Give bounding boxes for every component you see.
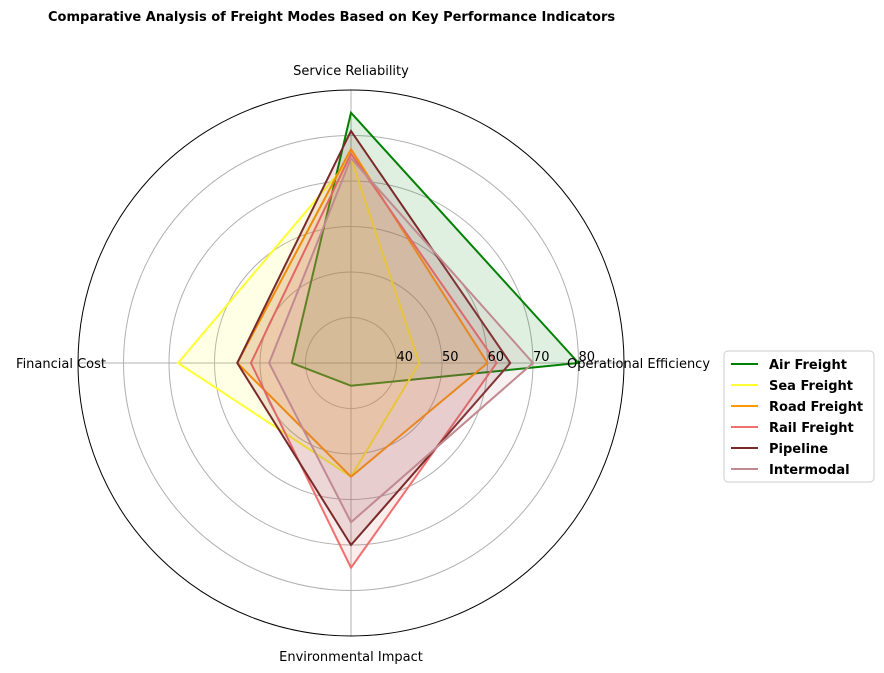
legend: Air Freight Sea Freight Road Freight Rail F… [723,350,875,483]
chart-title: Comparative Analysis of Freight Modes Ba… [48,10,615,25]
axis-labels: Operational Efficiency Service Reliabilit… [16,64,710,665]
series-line [268,156,535,524]
radial-tick-labels: 40 50 60 70 80 [397,350,596,365]
tick-label: 70 [533,350,550,365]
axis-label: Operational Efficiency [567,357,710,372]
tick-label: 40 [397,350,414,365]
legend-label: Sea Freight [769,379,853,394]
series-line [176,156,421,479]
outer-frame [77,89,625,637]
radar-series [176,110,581,570]
axis-label: Financial Cost [16,357,106,372]
series-area [237,130,511,545]
axis-label: Environmental Impact [279,650,423,665]
legend-label: Air Freight [769,358,847,373]
series-area [237,149,488,477]
series-area [178,158,420,477]
series-line [236,128,512,547]
axis-label: Service Reliability [293,64,409,79]
legend-label: Road Freight [769,400,863,415]
legend-label: Rail Freight [769,421,854,436]
series-area [269,158,533,523]
series-area [291,112,579,386]
tick-label: 50 [442,350,459,365]
legend-frame [723,350,875,483]
series-line [249,151,498,570]
legend-label: Intermodal [769,463,850,478]
tick-label: 80 [579,350,596,365]
legend-label: Pipeline [769,442,828,457]
series-line [290,110,581,387]
tick-label: 60 [488,350,505,365]
